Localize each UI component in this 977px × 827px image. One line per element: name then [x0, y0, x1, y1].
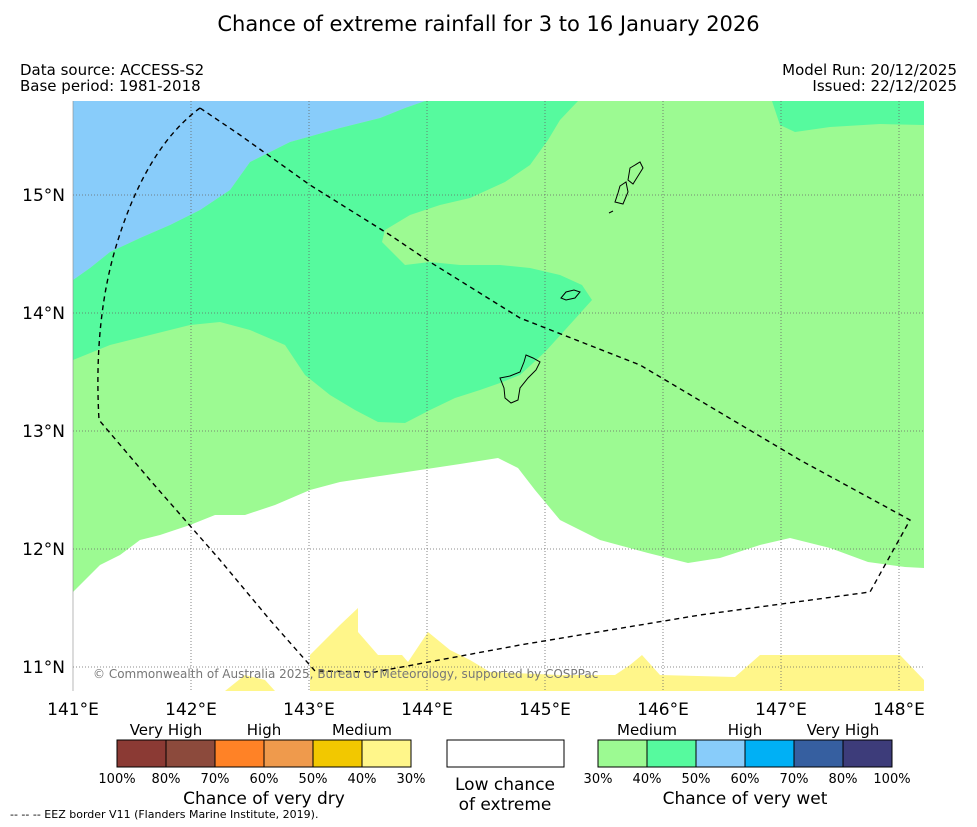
page-title: Chance of extreme rainfall for 3 to 16 J…: [217, 12, 760, 36]
copyright-text: © Commonwealth of Australia 2025, Bureau…: [93, 667, 598, 681]
legend-wet-swatch: [695, 739, 746, 768]
legend-dry-tick-label: 40%: [348, 772, 377, 787]
legend-dry: Very High High Medium 100% 80% 70% 60% 50% 40…: [98, 721, 425, 809]
legend-dry-swatch: [361, 739, 412, 768]
tinian-island: [614, 181, 629, 205]
legend-dry-ticks: 100% 80% 70% 60% 50% 40% 30%: [98, 772, 425, 787]
legend-low-caption-line2: of extreme: [459, 795, 552, 815]
legend-dry-header-very-high: Very High: [130, 721, 203, 739]
lon-tick-label: 148°E: [873, 700, 925, 720]
legend-dry-tick-label: 30%: [397, 772, 426, 787]
legend-low-swatch: [446, 739, 565, 768]
legend-wet-header-very-high: Very High: [807, 721, 880, 739]
lat-tick-label: 14°N: [22, 304, 65, 324]
legend-dry-swatch: [165, 739, 216, 768]
saipan-island: [627, 161, 644, 185]
legend-wet-tick-label: 80%: [829, 772, 858, 787]
lat-tick-label: 11°N: [22, 658, 65, 678]
wet-medium-40-patch-ne: [772, 101, 924, 132]
eez-footnote: -- -- -- EEZ border V11 (Flanders Marine…: [10, 808, 319, 821]
legend-wet-tick-label: 40%: [633, 772, 662, 787]
legend-dry-tick-label: 70%: [201, 772, 230, 787]
lon-tick-labels: 141°E 142°E 143°E 144°E 145°E 146°E 147°…: [47, 700, 925, 720]
map-grid: [73, 101, 924, 691]
legend-dry-swatch: [312, 739, 363, 768]
legend-dry-tick-label: 100%: [98, 772, 135, 787]
legend-wet-tick-label: 70%: [780, 772, 809, 787]
lat-tick-label: 13°N: [22, 422, 65, 442]
legend-dry-tick-label: 80%: [152, 772, 181, 787]
legend-wet-tick-label: 30%: [584, 772, 613, 787]
legend-dry-header-medium: Medium: [332, 721, 392, 739]
legend-low-caption-line1: Low chance: [455, 775, 555, 795]
legend-dry-swatch: [263, 739, 314, 768]
legend-wet-header-high: High: [728, 721, 762, 739]
legend-wet-swatch: [842, 739, 893, 768]
lat-tick-label: 15°N: [22, 186, 65, 206]
legend-wet-header-medium: Medium: [617, 721, 677, 739]
legend-wet-swatch: [646, 739, 697, 768]
issued-text: Issued: 22/12/2025: [812, 77, 957, 95]
eez-border-line: [97, 107, 911, 673]
lon-tick-label: 144°E: [401, 700, 453, 720]
legend-dry-header-high: High: [247, 721, 281, 739]
legend-dry-swatches: [116, 739, 412, 768]
lon-tick-label: 142°E: [165, 700, 217, 720]
legend-wet: Medium High Very High 30% 40% 50% 60% 70% 80%…: [584, 721, 911, 809]
map-plot-area: © Commonwealth of Australia 2025, Bureau…: [73, 101, 924, 691]
lon-tick-label: 145°E: [519, 700, 571, 720]
meta-left: Data source: ACCESS-S2 Base period: 1981…: [20, 62, 204, 94]
lat-tick-labels: 11°N 12°N 13°N 14°N 15°N: [22, 186, 65, 678]
rota-island: [560, 289, 581, 301]
legend-wet-caption: Chance of very wet: [663, 789, 828, 809]
lon-tick-label: 141°E: [47, 700, 99, 720]
legend-low-chance: Low chance of extreme: [446, 739, 565, 815]
wet-medium-40-region: [73, 101, 592, 423]
legend-dry-tick-label: 50%: [299, 772, 328, 787]
aguijan-island: [608, 210, 614, 214]
legend-wet-swatches: [597, 739, 893, 768]
legend-wet-ticks: 30% 40% 50% 60% 70% 80% 100%: [584, 772, 911, 787]
legend-dry-caption: Chance of very dry: [183, 789, 345, 809]
dry-medium-patch-sw: [225, 675, 275, 691]
legend-wet-swatch: [744, 739, 795, 768]
base-period-text: Base period: 1981-2018: [20, 77, 201, 95]
lon-tick-label: 143°E: [283, 700, 335, 720]
data-source-text: Data source: ACCESS-S2: [20, 61, 205, 79]
lat-tick-label: 12°N: [22, 540, 65, 560]
lon-tick-label: 147°E: [755, 700, 807, 720]
legend-wet-tick-label: 60%: [731, 772, 760, 787]
meta-right: Model Run: 20/12/2025 Issued: 22/12/2025: [782, 62, 957, 94]
legend-wet-tick-label: 50%: [682, 772, 711, 787]
legend-wet-tick-label: 100%: [873, 772, 910, 787]
legend-wet-swatch: [597, 739, 648, 768]
wet-high-50-region: [73, 101, 425, 280]
dry-medium-patch-south: [310, 608, 924, 691]
lon-tick-label: 146°E: [637, 700, 689, 720]
islands: [499, 161, 644, 404]
legend-dry-swatch: [214, 739, 265, 768]
legend-dry-tick-label: 60%: [250, 772, 279, 787]
legend-dry-swatch: [116, 739, 167, 768]
guam-island: [499, 354, 541, 404]
legend-wet-swatch: [793, 739, 844, 768]
model-run-text: Model Run: 20/12/2025: [782, 61, 957, 79]
